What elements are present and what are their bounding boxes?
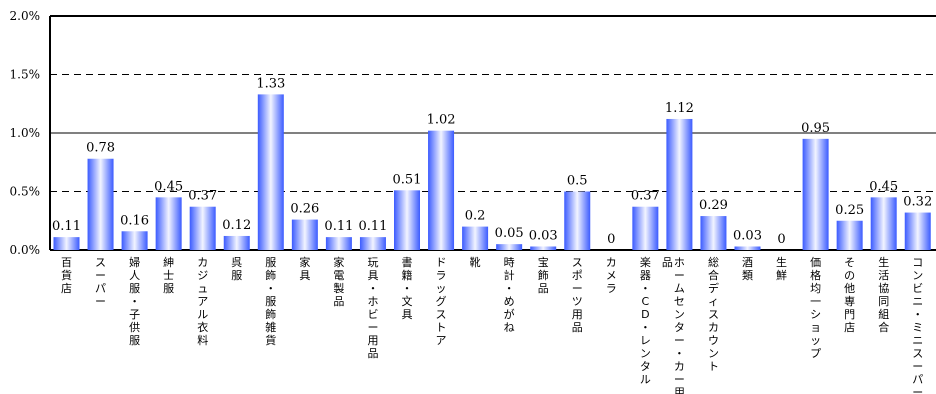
x-tick-label: 靴 [470, 255, 481, 269]
bar [223, 235, 250, 250]
data-label: 1.12 [665, 101, 694, 116]
x-tick-label: 書籍・文具 [402, 255, 413, 321]
data-label: 0.11 [324, 219, 353, 234]
data-label: 0 [777, 232, 785, 247]
bar [836, 220, 863, 250]
data-label: 0.51 [393, 172, 422, 187]
bar [530, 246, 557, 250]
data-label: 0.37 [631, 189, 660, 204]
bar [802, 138, 829, 250]
data-label: 0.16 [120, 213, 149, 228]
x-tick-label: 宝飾品 [538, 255, 549, 295]
x-tick-label: 楽器・ C D ・レンタル [640, 256, 651, 386]
x-tick-label: 家電製品 [333, 255, 344, 308]
bars [53, 94, 931, 251]
data-label: 0.5 [567, 174, 588, 189]
data-label: 0 [607, 232, 615, 247]
data-label: 0.26 [290, 202, 319, 217]
x-tick-label: ドラッグストア [436, 256, 447, 347]
bar [496, 244, 523, 250]
data-label: 0.25 [835, 203, 864, 218]
data-label: 0.95 [801, 121, 830, 136]
data-label: 0.29 [699, 198, 728, 213]
data-label: 0.45 [154, 179, 183, 194]
bar [155, 197, 182, 250]
x-tick-label: 価格均一ショップ [810, 256, 821, 360]
data-label: 0.45 [869, 179, 898, 194]
bar [87, 158, 114, 250]
x-tick-label: 品 [662, 256, 673, 269]
y-tick-label: 1.5% [10, 68, 41, 82]
bar [394, 190, 420, 250]
x-tick-label: カメラ [606, 256, 617, 295]
y-tick-labels: 0.0% 0.5% 1.0% 1.5% 2.0% [10, 9, 41, 257]
x-tick-label: カジュアル衣料 [197, 256, 208, 347]
x-tick-label: ホームセンター・カー用 [674, 256, 685, 394]
data-label: 0.37 [188, 189, 217, 204]
category-labels: 百貨店 スーパー 婦人服・子供服 紳士服 カジュアル衣料 呉服 服飾・服飾雑貨 家具 家電製品 玩… [61, 255, 923, 394]
x-tick-label: 生鮮 [776, 255, 787, 282]
data-label: 1.02 [427, 113, 456, 128]
data-label: 0.05 [495, 226, 524, 241]
y-tick-label: 2.0% [10, 9, 41, 23]
data-label: 0.03 [733, 228, 762, 243]
bar [325, 237, 352, 250]
data-label: 0.11 [358, 219, 387, 234]
x-tick-label: 婦人服・子供服 [129, 255, 140, 347]
x-tick-label: スポーツ用品 [572, 256, 583, 334]
bar [291, 219, 318, 250]
x-tick-label: 酒類 [742, 256, 753, 282]
data-label: 1.33 [256, 76, 285, 91]
x-tick-label: 服飾・服飾雑貨 [265, 256, 276, 347]
bar [734, 246, 761, 250]
bar [700, 216, 727, 250]
bar [632, 206, 659, 250]
data-label: 0.11 [52, 219, 81, 234]
bar [462, 226, 489, 250]
x-tick-label: コンビニ・ミニスーパー [912, 256, 923, 394]
data-label: 0.32 [903, 195, 932, 210]
x-tick-label: 家具 [299, 255, 310, 282]
bar [121, 231, 148, 250]
x-tick-label: 総合ディスカウント [708, 255, 719, 373]
data-label: 0.78 [86, 141, 115, 156]
data-label: 0.12 [222, 218, 251, 233]
x-tick-label: スーパー [95, 256, 106, 308]
bar [666, 118, 693, 251]
y-tick-label: 0.0% [10, 243, 41, 257]
value-labels: 0.11 0.78 0.16 0.45 0.37 0.12 1.33 0.26 0.11 0.11… [52, 76, 932, 247]
bar [189, 206, 216, 250]
bar [53, 237, 80, 250]
data-label: 0.2 [465, 209, 486, 224]
bar [428, 130, 455, 250]
x-tick-label: 紳士服 [163, 256, 174, 295]
gridlines [50, 74, 936, 192]
bar [904, 212, 931, 250]
x-tick-label: 呉服 [231, 256, 242, 282]
bar [564, 191, 591, 250]
data-label: 0.03 [529, 228, 558, 243]
bar [359, 237, 386, 250]
x-tick-label: 時計・めがね [504, 256, 515, 334]
x-tick-label: 生活協同組合 [878, 255, 889, 334]
x-tick-label: 百貨店 [61, 256, 72, 295]
bar [257, 94, 284, 250]
bar [870, 197, 897, 250]
x-tick-label: 玩具・ホビー用品 [367, 256, 378, 360]
x-tick-label: その他専門店 [844, 256, 855, 334]
y-tick-label: 1.0% [10, 126, 41, 140]
y-tick-label: 0.5% [10, 185, 41, 199]
